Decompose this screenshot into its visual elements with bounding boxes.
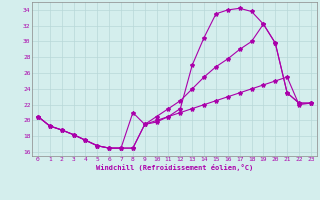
X-axis label: Windchill (Refroidissement éolien,°C): Windchill (Refroidissement éolien,°C): [96, 164, 253, 171]
